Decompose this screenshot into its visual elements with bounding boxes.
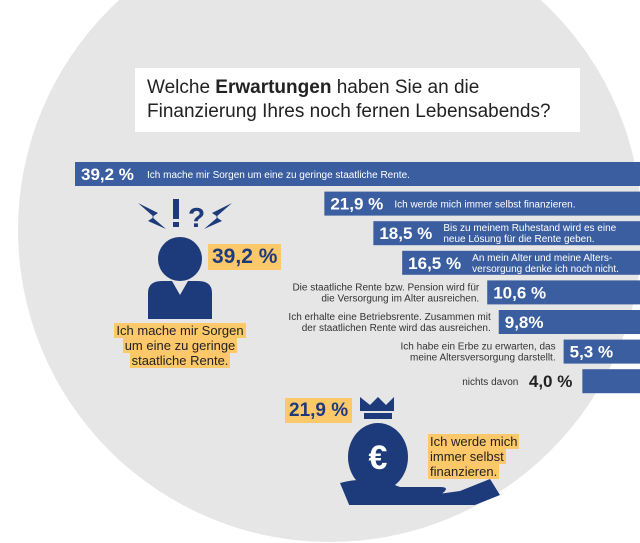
title-text: haben Sie an die — [331, 77, 480, 98]
category-label-line: Ich erhalte eine Betriebsrente. Zusammen… — [288, 312, 491, 323]
category-label-line: nichts davon — [462, 377, 518, 388]
bar — [487, 280, 640, 305]
value-label: 10,6 % — [493, 283, 546, 302]
category-label-line: An mein Alter und meine Alters- — [472, 253, 612, 264]
title-box: Welche Erwartungen haben Sie an die Fina… — [135, 68, 580, 132]
svg-text:?: ? — [188, 202, 205, 233]
category-label-line: Bis zu meinem Ruhestand wird es eine — [443, 223, 616, 234]
bar — [563, 339, 640, 364]
caption-line: finanzieren. — [428, 464, 500, 479]
bar-group: 9,8% Ich erhalte eine Betriebsrente. Zusa… — [288, 310, 640, 334]
bar — [324, 191, 640, 216]
category-label-line: Ich werde mich immer selbst finanzieren. — [394, 200, 575, 211]
caption-line: immer selbst — [428, 449, 506, 464]
bar-group: 18,5 % Bis zu meinem Ruhestand wird es ei… — [373, 221, 640, 246]
value-label: 16,5 % — [408, 254, 461, 273]
value-label: 4,0 % — [529, 372, 572, 391]
euro-money-bag-hand-icon: € — [340, 397, 500, 505]
value-label: 21,9 % — [330, 195, 383, 214]
bar-group: 21,9 % Ich werde mich immer selbst finanz… — [324, 191, 640, 216]
category-label: nichts davon — [462, 377, 518, 388]
bar-group: 10,6 % Die staatliche Rente bzw. Pension … — [292, 280, 640, 305]
category-label-line: Die staatliche Rente bzw. Pension wird f… — [292, 282, 479, 293]
worry-caption: Ich mache mir Sorgen um eine zu geringe … — [100, 323, 260, 368]
category-label: Ich werde mich immer selbst finanzieren. — [394, 200, 575, 211]
bar-group: 16,5 % An mein Alter und meine Alters-ver… — [402, 250, 640, 275]
category-label-line: Ich mache mir Sorgen um eine zu geringe … — [147, 170, 410, 181]
title-text: Welche — [147, 77, 216, 98]
category-label: An mein Alter und meine Alters-versorgun… — [472, 253, 619, 275]
chart-title: Welche Erwartungen haben Sie an die Fina… — [147, 76, 551, 124]
category-label-line: Ich habe ein Erbe zu erwarten, das — [401, 342, 556, 353]
bar-group: 5,3 % Ich habe ein Erbe zu erwarten, das m… — [401, 339, 640, 364]
caption-line: Ich werde mich — [428, 434, 520, 449]
bar — [582, 369, 640, 394]
title-line2: Finanzierung Ihres noch fernen Lebensabe… — [147, 101, 551, 122]
category-label: Ich erhalte eine Betriebsrente. Zusammen… — [288, 312, 491, 334]
worried-person-icon: ? — [138, 199, 232, 319]
category-label-line: versorgung denke ich noch nicht. — [472, 264, 619, 275]
caption-line: Ich mache mir Sorgen — [114, 323, 246, 338]
self-caption: Ich werde mich immer selbst finanzieren. — [428, 434, 520, 479]
caption-line: staatliche Rente. — [129, 353, 231, 368]
bar — [373, 221, 640, 246]
bar — [75, 162, 640, 186]
bar — [402, 250, 640, 275]
category-label: Ich mache mir Sorgen um eine zu geringe … — [147, 170, 410, 181]
worry-highlight-value: 39,2 % — [208, 244, 282, 270]
bar — [498, 310, 640, 334]
euro-symbol: € — [369, 439, 388, 477]
category-label: Die staatliche Rente bzw. Pension wird f… — [292, 282, 479, 304]
value-label: 9,8% — [505, 313, 544, 332]
category-label-line: die Versorgung im Alter ausreichen. — [321, 293, 479, 304]
category-label: Bis zu meinem Ruhestand wird es eine neue… — [443, 223, 616, 245]
category-label-line: neue Lösung für die Rente geben. — [443, 234, 594, 245]
category-label: Ich habe ein Erbe zu erwarten, das meine … — [401, 342, 556, 364]
category-label-line: der staatlichen Rente wird das ausreiche… — [302, 323, 491, 334]
category-label-line: meine Altersversorgung darstellt. — [410, 353, 556, 364]
bar-group: 39,2 % Ich mache mir Sorgen um eine zu ge… — [75, 162, 640, 186]
value-label: 18,5 % — [379, 224, 432, 243]
self-highlight-value: 21,9 % — [285, 398, 353, 423]
bar-group: 4,0 % nichts davon — [462, 369, 640, 394]
caption-line: um eine zu geringe — [122, 338, 238, 353]
value-label: 39,2 % — [81, 165, 134, 184]
value-label: 5,3 % — [570, 343, 613, 362]
title-bold: Erwartungen — [215, 77, 332, 98]
